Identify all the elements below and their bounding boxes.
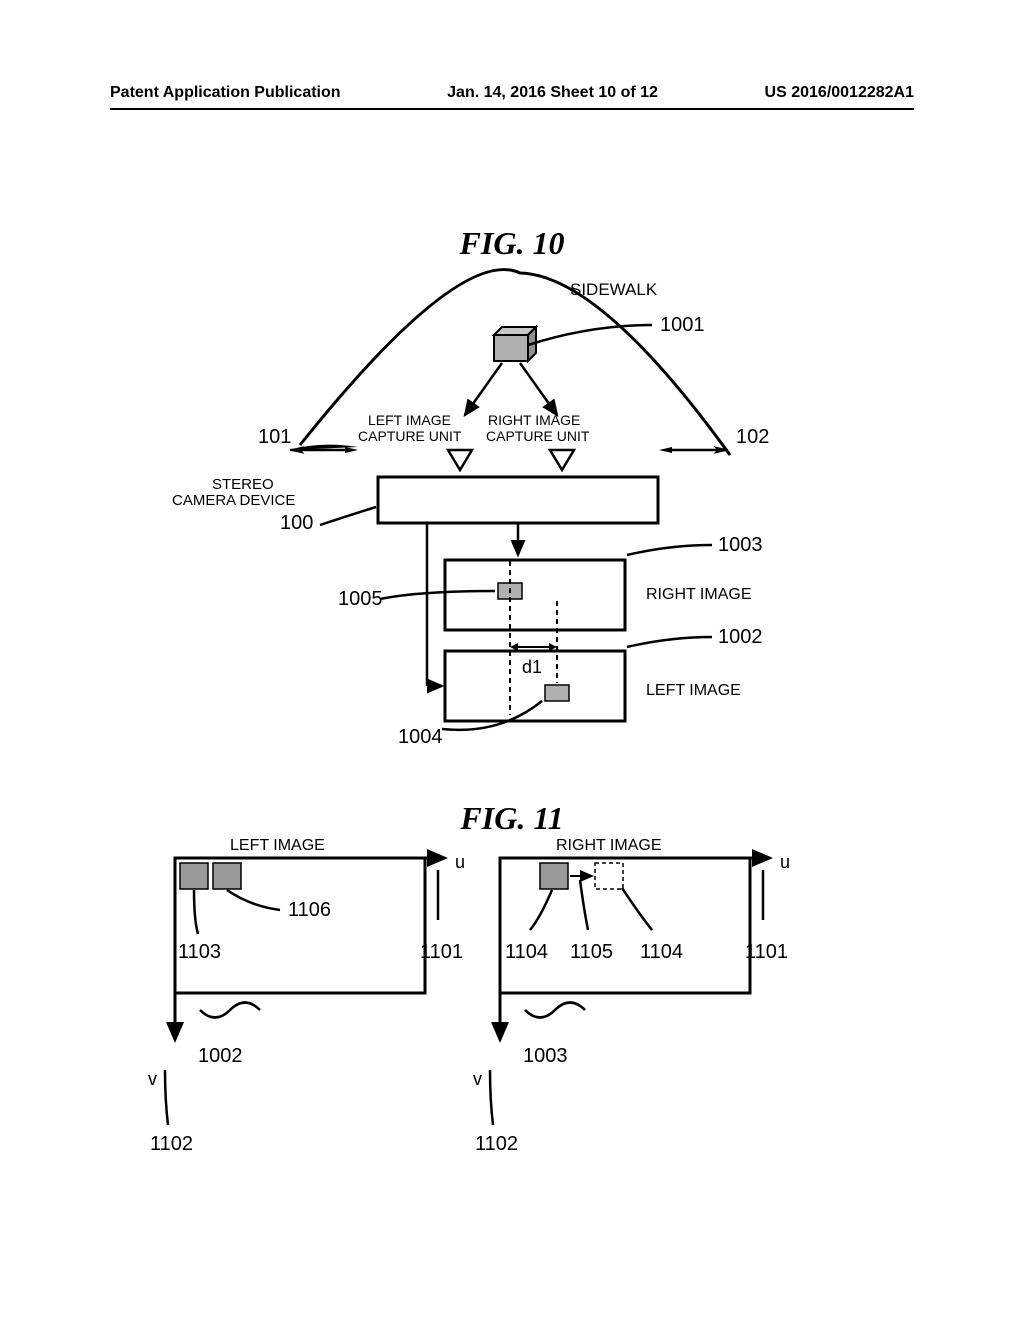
ref-100: 100 <box>280 512 313 534</box>
ref-1104-b: 1104 <box>640 941 683 963</box>
ref-1102-right: 1102 <box>475 1133 518 1155</box>
label-sidewalk: SIDEWALK <box>570 280 658 299</box>
ref-1103: 1103 <box>178 941 221 963</box>
ref-1004: 1004 <box>398 726 443 748</box>
ref-1106: 1106 <box>288 899 331 921</box>
camera-body <box>378 477 658 523</box>
fig11-diagram: LEFT IMAGE u v 1103 1106 1101 1002 1102 … <box>0 830 1024 1250</box>
fig10-diagram: SIDEWALK 1001 LEFT IMAGE CAPTURE UNIT RI… <box>0 255 1024 775</box>
right-camera-icon <box>550 450 574 470</box>
label-left-capture-2: CAPTURE UNIT <box>358 428 462 444</box>
right-image-box <box>445 560 625 630</box>
ref-1001: 1001 <box>660 314 705 336</box>
page: Patent Application Publication Jan. 14, … <box>0 0 1024 1320</box>
header-left: Patent Application Publication <box>110 84 341 102</box>
ref-1101-right: 1101 <box>745 941 788 963</box>
ref-1002: 1002 <box>718 626 763 648</box>
ref-1002-11: 1002 <box>198 1045 243 1067</box>
page-header: Patent Application Publication Jan. 14, … <box>0 84 1024 102</box>
label-u-left: u <box>455 852 465 872</box>
ref-1003-11: 1003 <box>523 1045 568 1067</box>
label-v-left: v <box>148 1069 157 1089</box>
label-right-capture-2: CAPTURE UNIT <box>486 428 590 444</box>
ref-1102-left: 1102 <box>150 1133 193 1155</box>
label-left-image: LEFT IMAGE <box>646 682 741 699</box>
ref-1003: 1003 <box>718 534 763 556</box>
header-right: US 2016/0012282A1 <box>765 84 914 102</box>
label-left-capture-1: LEFT IMAGE <box>368 412 451 428</box>
ref-1005: 1005 <box>338 588 383 610</box>
label-u-right: u <box>780 852 790 872</box>
header-center: Jan. 14, 2016 Sheet 10 of 12 <box>447 84 658 102</box>
left-camera-icon <box>448 450 472 470</box>
ref-102: 102 <box>736 426 769 448</box>
label-d1: d1 <box>522 657 542 677</box>
ref-1104-a: 1104 <box>505 941 548 963</box>
ref-101: 101 <box>258 426 291 448</box>
ref-1101-left: 1101 <box>420 941 463 963</box>
label-right-capture-1: RIGHT IMAGE <box>488 412 580 428</box>
label-v-right: v <box>473 1069 482 1089</box>
label-right-image-11: RIGHT IMAGE <box>556 837 662 854</box>
label-stereo-2: CAMERA DEVICE <box>172 492 295 509</box>
right-image-rect <box>500 858 750 993</box>
label-left-image-11: LEFT IMAGE <box>230 837 325 854</box>
ref-1105: 1105 <box>570 941 613 963</box>
label-stereo-1: STEREO <box>212 476 274 493</box>
label-right-image: RIGHT IMAGE <box>646 586 752 603</box>
header-rule <box>110 108 914 110</box>
